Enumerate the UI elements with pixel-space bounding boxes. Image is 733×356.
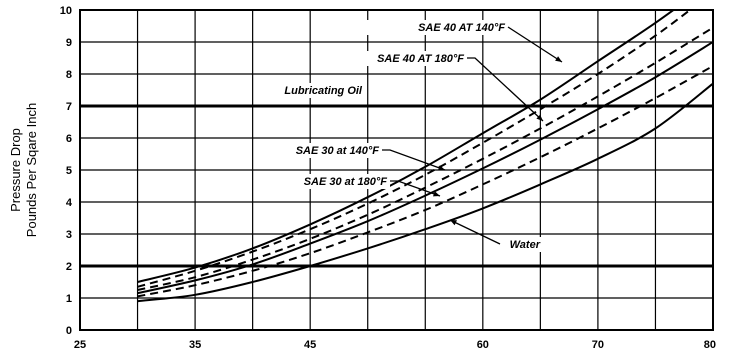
y-tick-label: 1 [66, 293, 72, 305]
x-tick-label: 70 [592, 339, 604, 351]
x-tick-label: 45 [304, 339, 316, 351]
y-tick-label: 2 [66, 261, 72, 273]
curve-3 [137, 41, 713, 295]
x-tick-label: 60 [477, 339, 489, 351]
annotations: SAE 40 AT 140°F SAE 40 AT 180°F Lubricatin… [258, 20, 563, 252]
y-tick-label: 0 [66, 325, 72, 337]
curve-1 [137, 10, 691, 288]
annotation-arrowhead [450, 220, 457, 226]
annotation-label: SAE 30 at 180°F [304, 176, 388, 188]
x-tick-label: 25 [74, 339, 86, 351]
y-axis-label: Pressure Drop Pounds Per Sqare Inch [8, 103, 39, 237]
annotation-label: Water [510, 239, 541, 251]
annotation-leader [449, 219, 501, 245]
y-tick-labels: 0 1 2 3 4 5 6 7 8 9 10 [60, 5, 73, 337]
curve-4 [137, 65, 713, 298]
curve-5 [137, 82, 713, 303]
annotation-label: Lubricating Oil [284, 85, 363, 97]
annotation-arrowhead [536, 114, 543, 121]
y-tick-label: 7 [66, 101, 72, 113]
annotation-leader [507, 26, 563, 63]
y-tick-label: 8 [66, 69, 72, 81]
x-tick-labels: 25 35 45 60 70 80 [74, 339, 716, 351]
annotation-arrowhead [555, 56, 562, 62]
reference-lines [80, 104, 713, 268]
x-tick-label: 35 [189, 339, 201, 351]
y-axis-label-line: Pounds Per Sqare Inch [24, 103, 39, 237]
annotation-bg [500, 237, 544, 252]
annotation-leader [467, 57, 544, 122]
annotation-bg [265, 143, 383, 158]
annotation-bg [268, 174, 390, 189]
curves [137, 10, 713, 303]
annotation-bg [258, 83, 366, 98]
y-tick-label: 6 [66, 133, 72, 145]
annotation-arrowhead [438, 165, 445, 171]
curve-0 [137, 10, 676, 283]
y-tick-label: 9 [66, 37, 72, 49]
annotation-label: SAE 40 AT 140°F [418, 22, 505, 34]
curve-2 [137, 26, 713, 291]
x-tick-label: 80 [704, 339, 716, 351]
annotation-label: SAE 40 AT 180°F [377, 53, 464, 65]
annotation-bg [352, 20, 508, 35]
y-tick-label: 3 [66, 229, 72, 241]
y-tick-label: 10 [60, 5, 72, 17]
plot-frame [79, 9, 714, 331]
annotation-label: SAE 30 at 140°F [296, 145, 380, 157]
annotation-leader [382, 149, 446, 171]
y-axis-label-line: Pressure Drop [8, 128, 23, 212]
annotation-arrowhead [433, 191, 440, 197]
annotation-leader [390, 180, 441, 197]
annotation-bg [350, 51, 468, 66]
y-tick-label: 5 [66, 165, 72, 177]
y-tick-label: 4 [66, 197, 73, 209]
